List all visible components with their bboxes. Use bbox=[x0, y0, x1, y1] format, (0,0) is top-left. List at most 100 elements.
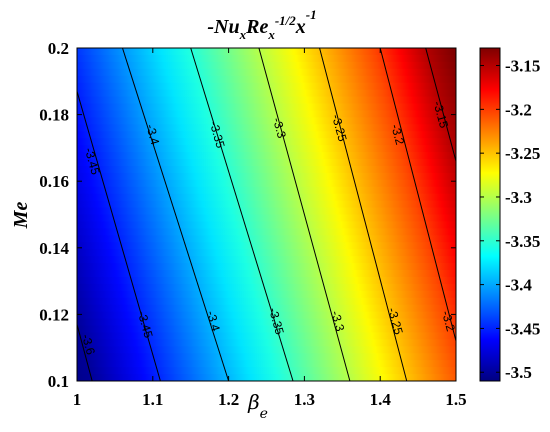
heatmap-strip bbox=[77, 124, 456, 132]
title-part: -1 bbox=[306, 7, 317, 22]
contour-line bbox=[190, 48, 294, 381]
heatmap-strip bbox=[77, 75, 456, 84]
contour-label-group: -3.3 bbox=[270, 116, 289, 140]
heatmap-strip bbox=[77, 186, 456, 195]
title-part: x bbox=[295, 16, 306, 38]
y-tick-label: 0.2 bbox=[48, 39, 69, 58]
heatmap-strip bbox=[77, 242, 456, 250]
contour-line bbox=[425, 48, 456, 162]
heatmap-strip bbox=[77, 276, 456, 285]
x-axis: 1 1.1 1.2 1.3 1.4 1.5 bbox=[73, 48, 467, 409]
contour-line bbox=[77, 324, 93, 381]
heatmap-strip bbox=[77, 311, 456, 320]
heatmap-strip bbox=[77, 159, 456, 167]
x-tick-label: 1.5 bbox=[445, 390, 466, 409]
heatmap-strip bbox=[77, 283, 456, 292]
contour-label: -3.3 bbox=[328, 309, 347, 333]
heatmap-strip bbox=[77, 82, 456, 91]
heatmap-strip bbox=[77, 318, 456, 327]
heatmap-strip bbox=[77, 290, 456, 299]
contour-line bbox=[77, 91, 161, 381]
heatmap-strip bbox=[77, 131, 456, 139]
colorbar-tick-label: -3.45 bbox=[505, 319, 540, 338]
heatmap-strip bbox=[77, 96, 456, 105]
contour-line bbox=[379, 48, 456, 342]
heatmap-strip bbox=[77, 145, 456, 153]
x-axis-label-main: β bbox=[247, 390, 260, 414]
heatmap-strip bbox=[77, 367, 456, 375]
x-axis-label: βe bbox=[247, 390, 268, 422]
contour-label-group: -3.2 bbox=[388, 123, 407, 147]
x-tick-label: 1.1 bbox=[142, 390, 163, 409]
contour-label: -3.4 bbox=[204, 309, 223, 333]
heatmap-strip bbox=[77, 270, 456, 278]
contour-label-group: -3.3 bbox=[328, 309, 347, 333]
x-axis-label-sub: e bbox=[260, 406, 268, 422]
heatmap-strip bbox=[77, 263, 456, 271]
heatmap-strip bbox=[77, 193, 456, 202]
contour-label-group: -3.2 bbox=[439, 309, 458, 333]
colorbar-axis: -3.5 -3.45 -3.4 -3.35 -3.3 -3.25 -3.2 -3.15 bbox=[480, 57, 540, 382]
title-part: x bbox=[267, 27, 275, 42]
y-axis: 0.1 0.12 0.14 0.16 0.18 0.2 bbox=[39, 39, 456, 391]
heatmap-strip bbox=[77, 353, 456, 361]
heatmap-strip bbox=[77, 103, 456, 112]
heatmap-strip bbox=[77, 48, 456, 56]
title-part: x bbox=[239, 27, 247, 42]
heatmap-field bbox=[77, 48, 456, 381]
contour-label: -3.2 bbox=[388, 123, 407, 147]
x-tick-label: 1.4 bbox=[370, 390, 392, 409]
colorbar-tick-label: -3.25 bbox=[505, 144, 540, 163]
heatmap-strip bbox=[77, 360, 456, 368]
heatmap-strip bbox=[77, 207, 456, 216]
contour-label-group: -3.4 bbox=[143, 123, 162, 147]
colorbar-tick-label: -3.4 bbox=[505, 276, 532, 295]
heatmap-strip bbox=[77, 249, 456, 257]
heatmap-strip bbox=[77, 221, 456, 229]
contour-lines bbox=[77, 48, 456, 381]
y-tick-label: 0.16 bbox=[39, 172, 69, 191]
heatmap-strip bbox=[77, 297, 456, 306]
heatmap-strip bbox=[77, 304, 456, 313]
heatmap-strip bbox=[77, 165, 456, 174]
contour-label-group: -3.4 bbox=[204, 309, 223, 333]
contour-label: -3.4 bbox=[143, 123, 162, 147]
contour-label: -3.2 bbox=[439, 309, 458, 333]
heatmap-strip bbox=[77, 374, 456, 381]
y-tick-label: 0.12 bbox=[39, 305, 69, 324]
contour-label: -3.3 bbox=[270, 116, 289, 140]
heatmap-strip bbox=[77, 200, 456, 209]
contour-label: -3.6 bbox=[79, 333, 98, 357]
heatmap-strip bbox=[77, 61, 456, 70]
heatmap-strip bbox=[77, 214, 456, 223]
heatmap-strip bbox=[77, 138, 456, 146]
heatmap-strip bbox=[77, 256, 456, 264]
plot-frame bbox=[76, 47, 457, 382]
x-tick-label: 1.3 bbox=[294, 390, 315, 409]
heatmap-strip bbox=[77, 110, 456, 118]
y-axis-label: Me bbox=[10, 202, 32, 230]
heatmap-strip bbox=[77, 172, 456, 181]
contour-line bbox=[122, 48, 230, 381]
colorbar-tick-label: -3.15 bbox=[505, 57, 540, 76]
title-part: -1/2 bbox=[275, 13, 296, 28]
y-tick-label: 0.1 bbox=[48, 372, 69, 391]
x-tick-label: 1.2 bbox=[218, 390, 239, 409]
title-part: -Nu bbox=[207, 16, 239, 38]
colorbar-tick-label: -3.35 bbox=[505, 232, 540, 251]
heatmap-strip bbox=[77, 228, 456, 236]
heatmap-strip bbox=[77, 54, 456, 63]
colorbar-tick-label: -3.3 bbox=[505, 188, 532, 207]
colorbar-tick-label: -3.5 bbox=[505, 363, 532, 382]
title-part: Re bbox=[245, 16, 268, 38]
contour-line bbox=[319, 48, 408, 381]
heatmap-strip bbox=[77, 339, 456, 347]
heatmap-strip bbox=[77, 68, 456, 77]
heatmap-strip bbox=[77, 89, 456, 98]
heatmap-strip bbox=[77, 179, 456, 188]
heatmap-strip bbox=[77, 325, 456, 334]
heatmap-strip bbox=[77, 152, 456, 160]
heatmap-strip bbox=[77, 332, 456, 340]
heatmap-strip bbox=[77, 117, 456, 125]
